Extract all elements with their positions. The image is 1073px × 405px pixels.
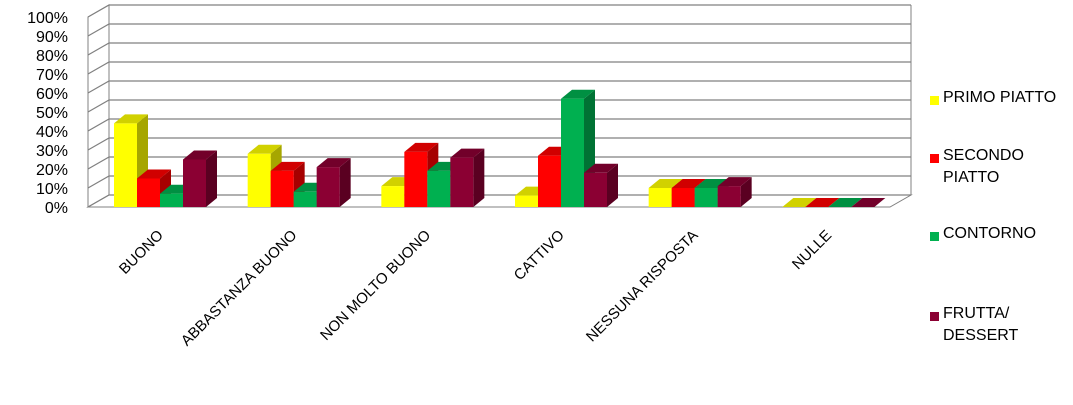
bar-3-0 (183, 150, 217, 207)
bar-top (851, 198, 886, 207)
gridline (87, 175, 911, 189)
bar-side (740, 177, 752, 207)
bar-top (782, 198, 817, 207)
bar-front (316, 167, 340, 207)
bar-front (561, 98, 584, 207)
bar-side (206, 150, 217, 207)
bar-front (694, 188, 718, 207)
bar-side (607, 163, 618, 207)
bar-top (805, 198, 840, 207)
x-category-label: BUONO (116, 227, 167, 278)
bar-3-3 (584, 163, 618, 207)
bar-top (828, 198, 863, 207)
bar-front (427, 170, 451, 207)
legend-label: FRUTTA/ DESSERT (943, 305, 1019, 344)
legend-swatch (930, 154, 939, 163)
bar-front (717, 186, 741, 207)
y-tick-label: 0% (45, 200, 68, 217)
x-category-label: NESSUNA RISPOSTA (583, 227, 702, 346)
bar-top (671, 179, 706, 188)
bar-1-0 (137, 169, 171, 207)
y-tick-label: 10% (36, 181, 68, 198)
legend-item-secondo-piatto: SECONDO PIATTO (930, 147, 1063, 189)
gridline (87, 42, 911, 56)
gridline (87, 137, 911, 151)
x-category-label: NON MOLTO BUONO (317, 227, 434, 344)
bar-top (316, 158, 351, 168)
x-category-label: NULLE (789, 227, 835, 273)
bar-side (339, 158, 351, 207)
legend-item-primo-piatto: PRIMO PIATTO (930, 89, 1063, 109)
bar-top (270, 161, 305, 171)
bar-front (515, 195, 538, 207)
bar-top (137, 169, 171, 179)
gridline (87, 61, 911, 75)
gridline (87, 80, 911, 94)
bars (114, 89, 886, 207)
bar-top (717, 177, 752, 187)
legend-swatch (930, 232, 939, 241)
y-tick-label: 30% (36, 143, 68, 160)
legend-label: PRIMO PIATTO (943, 89, 1057, 106)
bar-front (247, 153, 271, 207)
bar-front (293, 191, 317, 207)
x-category-label: ABBASTANZA BUONO (178, 227, 301, 350)
bar-top (114, 114, 148, 124)
bar-side (473, 148, 485, 207)
legend-swatch (930, 96, 939, 105)
x-category-label: CATTIVO (511, 227, 568, 284)
gridline (87, 156, 911, 170)
bar-front (538, 155, 561, 207)
y-tick-label: 80% (36, 48, 68, 65)
y-tick-label: 20% (36, 162, 68, 179)
gridline (87, 4, 911, 18)
y-axis-ticks: 0% 10% 20% 30% 40% 50% 60% 70% 80% 90% 100% (27, 10, 68, 217)
bar-front (404, 151, 428, 207)
bar-3-5 (851, 198, 886, 207)
bar-top (183, 150, 217, 160)
bar-top (247, 144, 282, 154)
bar-top (450, 148, 485, 158)
bar-top (404, 142, 439, 152)
bar-top (648, 179, 683, 188)
bar-front (450, 157, 474, 207)
legend-item-contorno: CONTORNO (930, 225, 1063, 245)
bar-front (648, 188, 672, 207)
bar-front (183, 159, 206, 207)
gridline (87, 194, 911, 208)
bar-front (671, 188, 695, 207)
bar-front (114, 123, 137, 207)
bar-top (584, 163, 618, 173)
gridline (87, 99, 911, 113)
y-tick-label: 90% (36, 29, 68, 46)
bar-front (270, 170, 294, 207)
legend-swatch (930, 312, 939, 321)
bar-front (160, 193, 183, 207)
bar-0-5 (782, 198, 817, 207)
bar-3-4 (717, 177, 752, 207)
bar-1-5 (805, 198, 840, 207)
legend-item-frutta-dessert: FRUTTA/ DESSERT (930, 305, 1063, 347)
bar-front (137, 178, 160, 207)
y-tick-label: 40% (36, 124, 68, 141)
y-tick-label: 60% (36, 86, 68, 103)
legend-label: CONTORNO (943, 225, 1037, 242)
y-tick-label: 70% (36, 67, 68, 84)
bar-front (584, 172, 607, 207)
y-tick-label: 50% (36, 105, 68, 122)
bar-front (381, 186, 405, 207)
x-axis-labels: BUONO ABBASTANZA BUONO NON MOLTO BUONO CATT… (116, 227, 835, 350)
legend-label: SECONDO PIATTO (943, 147, 1024, 186)
bar-3-1 (316, 158, 351, 207)
gridlines (87, 4, 912, 208)
bar-top (561, 89, 595, 99)
bar-3-2 (450, 148, 485, 207)
y-tick-label: 100% (27, 10, 68, 27)
gridline (87, 118, 911, 132)
gridline (87, 23, 911, 37)
bar-2-5 (828, 198, 863, 207)
